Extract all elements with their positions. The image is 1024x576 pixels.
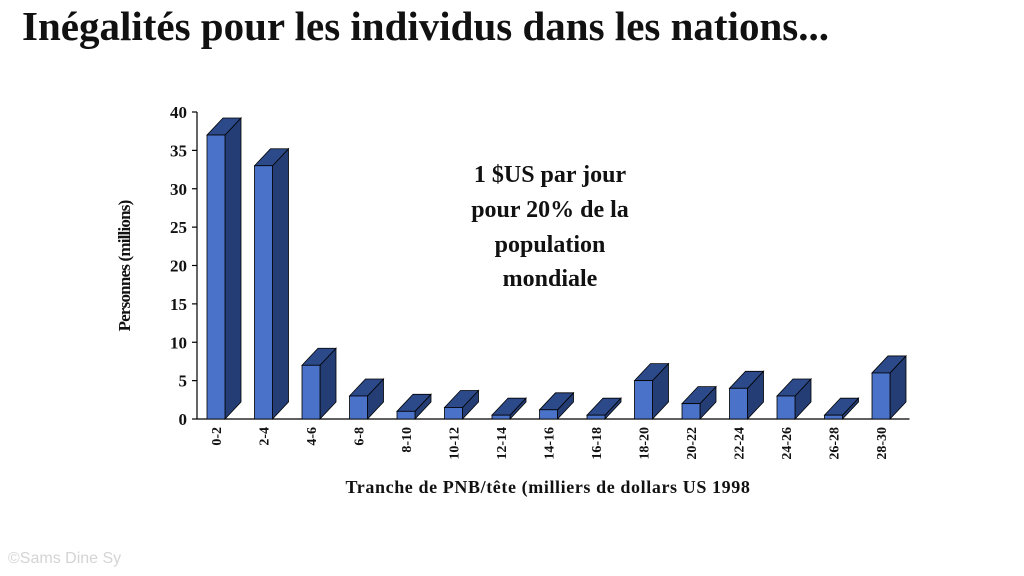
y-tick-label: 30 xyxy=(170,180,187,199)
y-tick-label: 35 xyxy=(170,141,187,160)
annotation-line: pour 20% de la xyxy=(471,196,629,223)
bar xyxy=(539,409,558,420)
x-tick-label: 24-26 xyxy=(780,427,795,460)
x-tick-label: 14-16 xyxy=(543,427,558,460)
bar-side xyxy=(272,147,289,421)
x-axis-title: Tranche de PNB/tête (milliers de dollars… xyxy=(346,477,751,498)
bar xyxy=(681,403,701,420)
bar-side xyxy=(224,117,242,421)
chart-bars xyxy=(206,117,907,421)
chart-annotation: 1 $US par jour pour 20% de la population… xyxy=(430,158,670,297)
bar xyxy=(206,134,226,420)
bar xyxy=(776,395,796,420)
bar xyxy=(586,414,606,420)
x-tick-label: 20-22 xyxy=(685,427,700,460)
y-tick-label: 40 xyxy=(170,103,187,122)
y-tick-label: 25 xyxy=(170,218,187,237)
x-tick-label: 6-8 xyxy=(353,427,368,446)
bar xyxy=(396,410,416,420)
annotation-line: mondiale xyxy=(502,266,598,293)
x-tick-label: 2-4 xyxy=(258,427,273,446)
y-tick-label: 0 xyxy=(179,410,188,429)
annotation-line: 1 $US par jour xyxy=(473,162,627,188)
bar xyxy=(634,380,653,420)
y-tick-label: 15 xyxy=(170,295,187,314)
x-tick-label: 26-28 xyxy=(828,427,843,460)
x-tick-label: 18-20 xyxy=(638,427,653,460)
y-axis-title: Personnes (millions) xyxy=(115,200,134,331)
slide-title: Inégalités pour les individus dans les n… xyxy=(22,3,829,49)
bar xyxy=(491,414,511,420)
bar xyxy=(871,372,891,420)
annotation-line: population xyxy=(494,231,606,258)
bar xyxy=(824,414,843,420)
y-tick-label: 5 xyxy=(179,372,188,391)
y-tick-label: 10 xyxy=(170,333,187,352)
x-tick-label: 28-30 xyxy=(875,427,890,460)
bar xyxy=(444,407,463,420)
chart-labels: 0 5 10 15 20 25 30 35 40 Personnes (millions) 0-2 2… xyxy=(115,103,890,498)
x-tick-label: 10-12 xyxy=(448,427,463,460)
bar xyxy=(349,395,368,420)
x-tick-label: 0-2 xyxy=(210,427,225,446)
x-tick-label: 8-10 xyxy=(400,427,415,453)
bar xyxy=(729,387,748,420)
x-tick-label: 22-24 xyxy=(733,427,748,460)
x-tick-label: 4-6 xyxy=(305,427,320,446)
copyright-watermark: ©Sams Dine Sy xyxy=(8,550,122,567)
x-tick-label: 12-14 xyxy=(495,427,510,460)
y-tick-label: 20 xyxy=(170,257,187,276)
bar xyxy=(301,364,321,420)
x-tick-label: 16-18 xyxy=(590,427,605,460)
bar xyxy=(254,165,273,420)
